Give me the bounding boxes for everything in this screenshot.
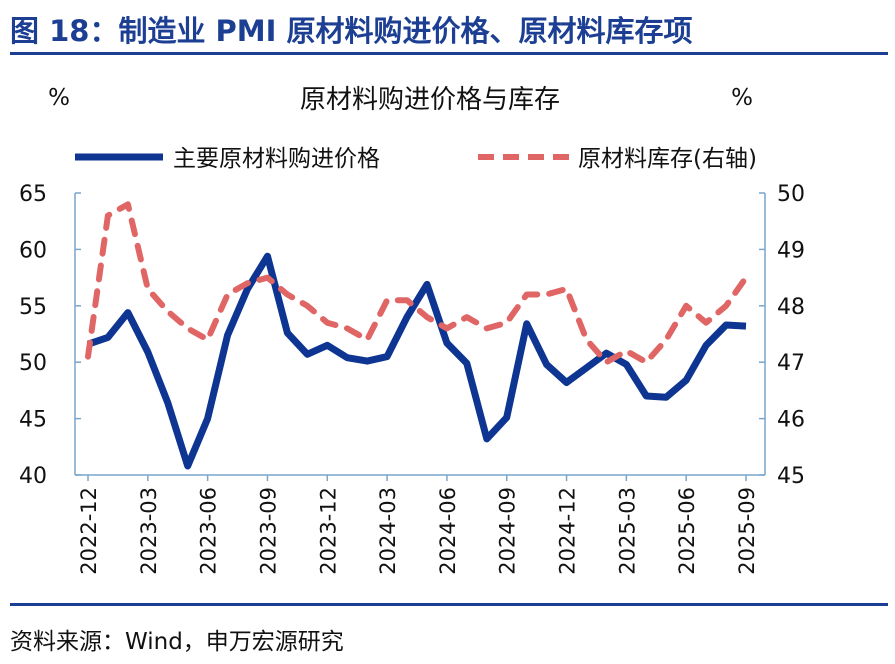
left-tick-label: 50 bbox=[19, 351, 47, 376]
x-tick-label: 2024-03 bbox=[376, 487, 400, 575]
source-note: 资料来源：Wind，申万宏源研究 bbox=[10, 629, 344, 655]
chart-title: 原材料购进价格与库存 bbox=[300, 85, 560, 115]
right-tick-label: 45 bbox=[777, 464, 805, 489]
figure-title: 图 18：制造业 PMI 原材料购进价格、原材料库存项 bbox=[10, 14, 693, 48]
right-tick-label: 46 bbox=[777, 408, 805, 433]
series-line-inventory bbox=[85, 201, 749, 366]
source-rule bbox=[10, 603, 888, 606]
x-tick-label: 2022-12 bbox=[77, 487, 101, 575]
right-tick-label: 49 bbox=[777, 238, 805, 263]
left-tick-label: 65 bbox=[19, 182, 47, 207]
series-line-price bbox=[86, 252, 747, 470]
x-tick-label: 2024-06 bbox=[436, 487, 460, 575]
x-tick-label: 2023-09 bbox=[256, 487, 280, 575]
left-tick-label: 60 bbox=[19, 238, 47, 263]
legend-label-price: 主要原材料购进价格 bbox=[173, 146, 380, 172]
right-axis-unit: % bbox=[731, 85, 753, 111]
left-tick-label: 55 bbox=[19, 295, 47, 320]
x-tick-label: 2024-09 bbox=[496, 487, 520, 575]
left-tick-label: 40 bbox=[19, 464, 47, 489]
left-tick-label: 45 bbox=[19, 408, 47, 433]
x-tick-label: 2023-12 bbox=[316, 487, 340, 575]
left-axis-unit: % bbox=[48, 85, 70, 111]
x-tick-label: 2025-09 bbox=[735, 487, 759, 575]
right-tick-label: 50 bbox=[777, 182, 805, 207]
title-rule bbox=[10, 52, 888, 55]
x-tick-label: 2025-03 bbox=[615, 487, 639, 575]
x-tick-label: 2025-06 bbox=[675, 487, 699, 575]
legend-label-inventory: 原材料库存(右轴) bbox=[578, 146, 757, 172]
right-tick-label: 47 bbox=[777, 351, 805, 376]
x-tick-label: 2023-06 bbox=[197, 487, 221, 575]
x-tick-label: 2023-03 bbox=[137, 487, 161, 575]
right-tick-label: 48 bbox=[777, 295, 805, 320]
x-tick-label: 2024-12 bbox=[556, 487, 580, 575]
